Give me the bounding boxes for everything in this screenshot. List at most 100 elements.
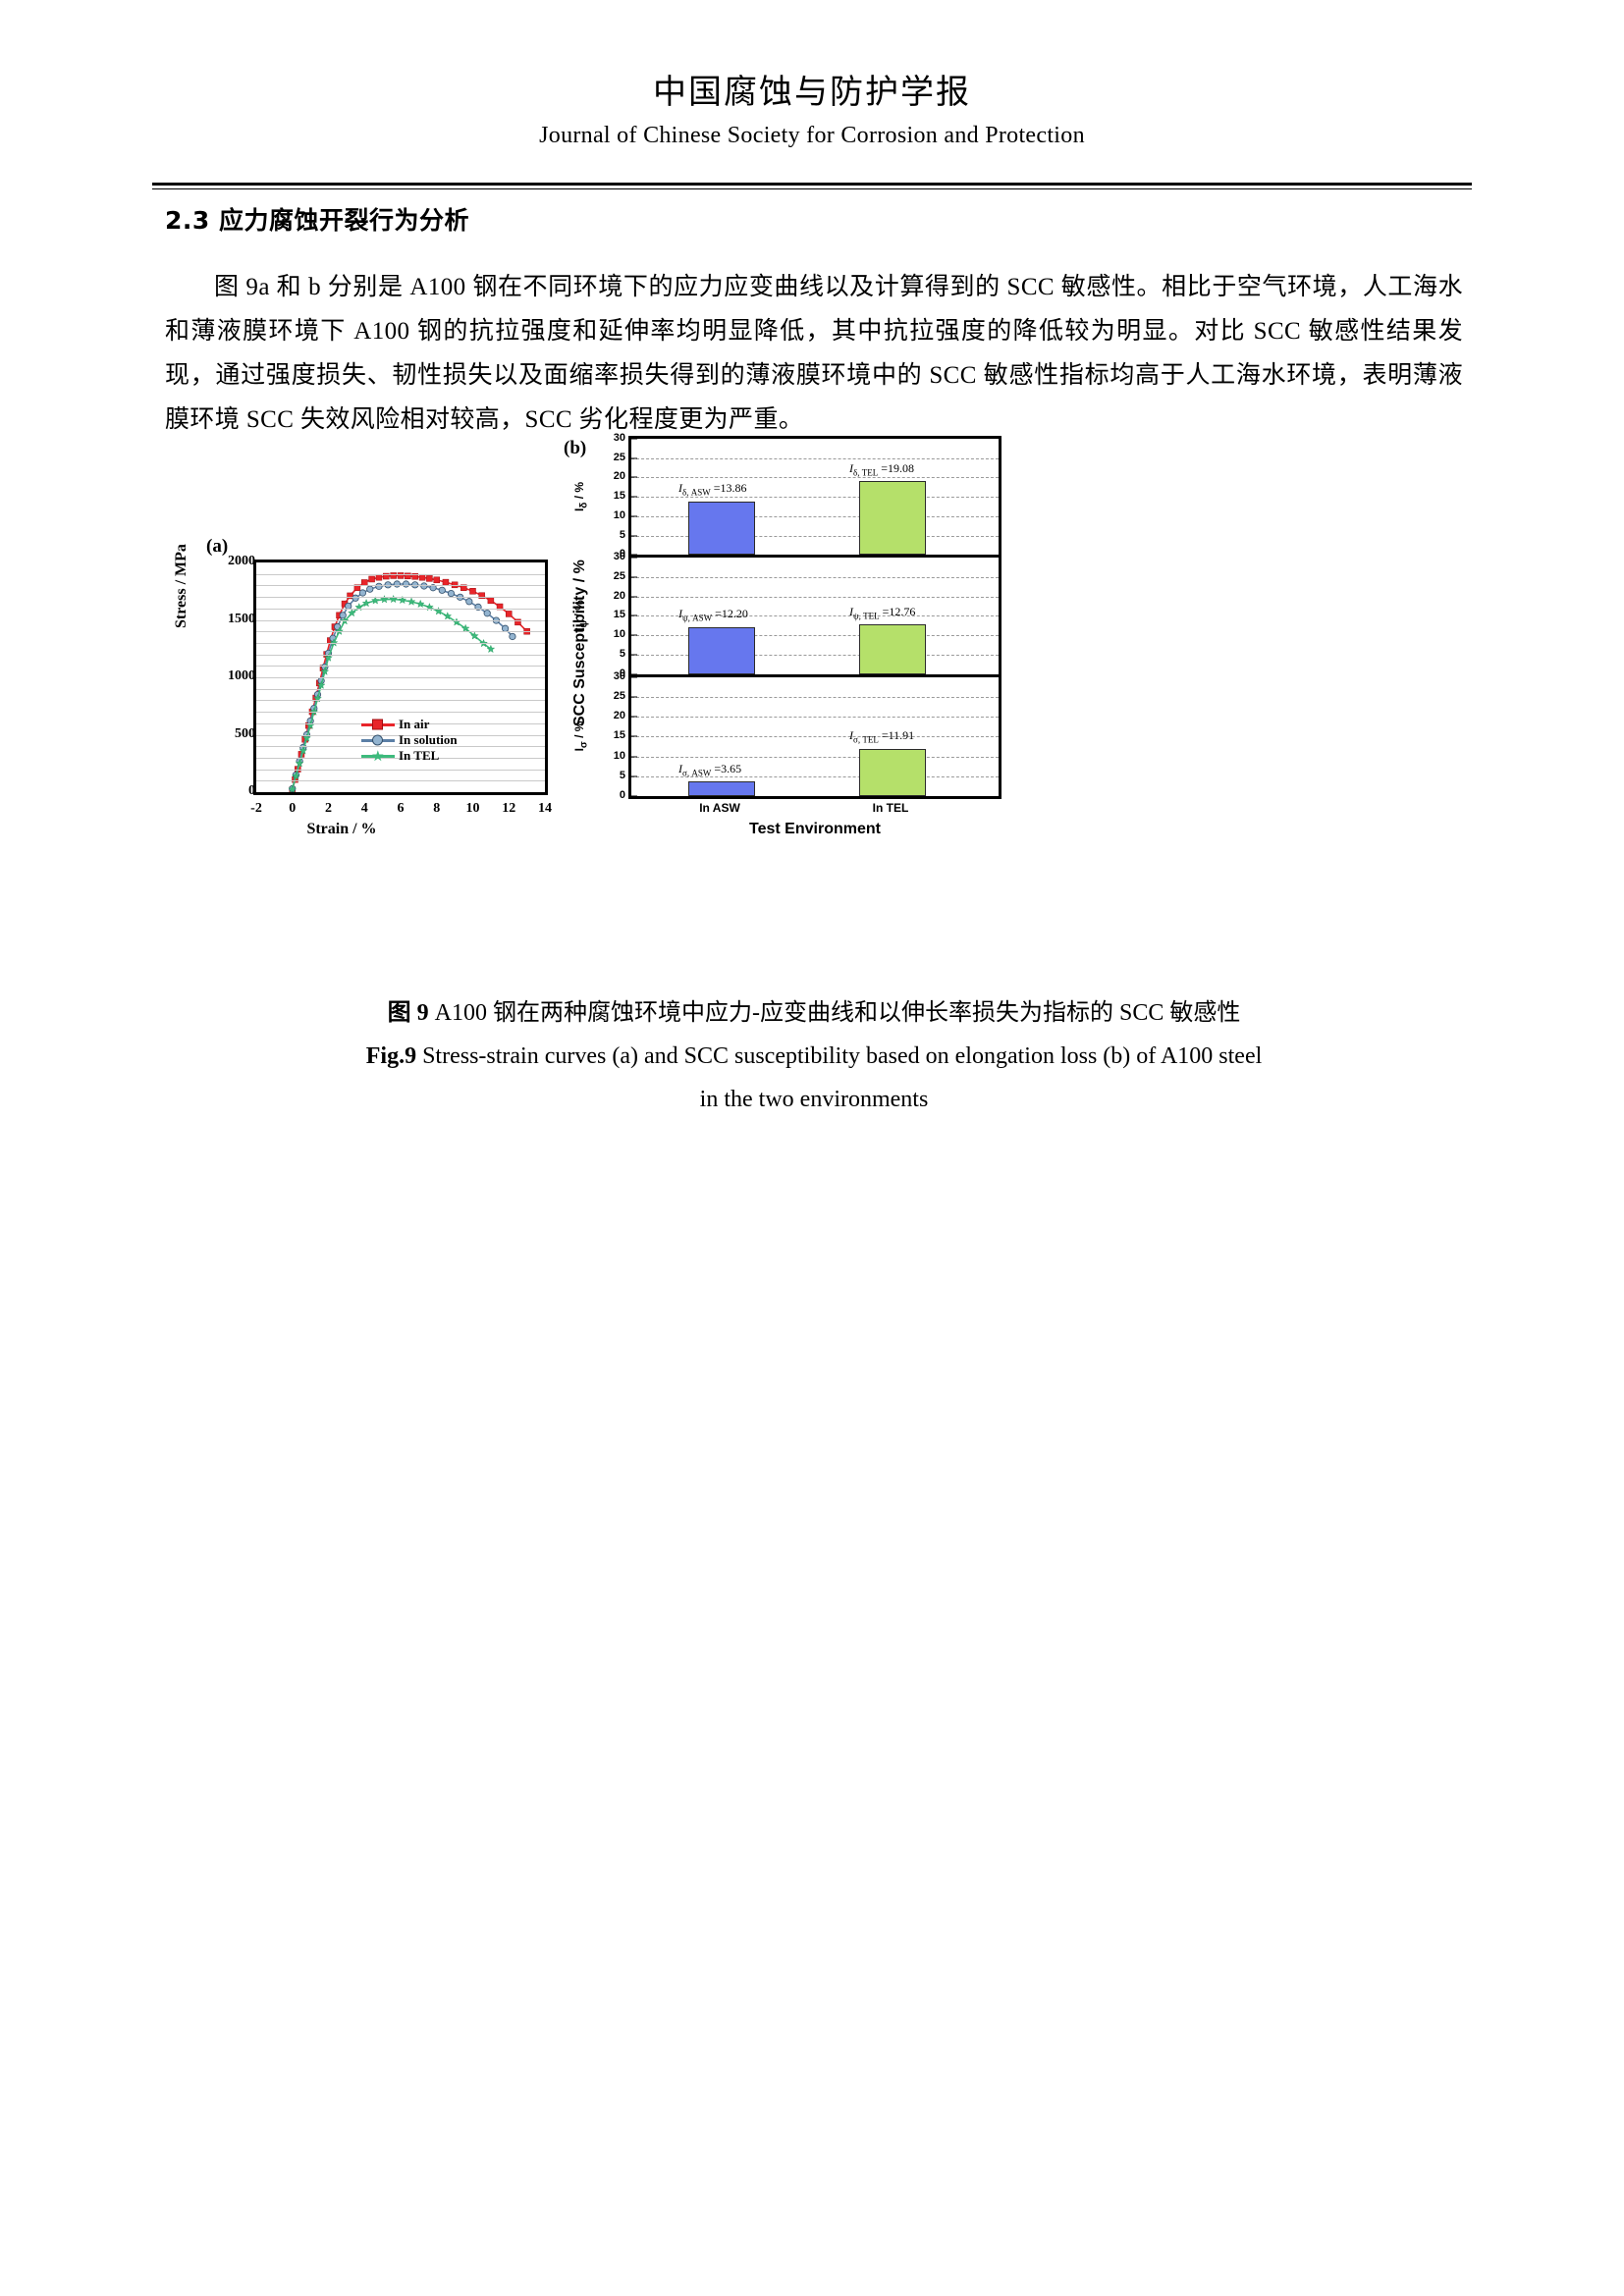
legend-marker-star-icon: ★ <box>372 748 384 764</box>
data-point <box>483 610 491 617</box>
data-point <box>426 575 433 582</box>
data-point <box>320 667 330 675</box>
gridline <box>631 457 999 459</box>
chart-panel-b: (b) SCC Susceptibility / % 0 5 10 15 20 25 30 I… <box>558 432 1019 844</box>
y-axis-tick-label: 20 <box>613 589 625 602</box>
legend-line-swatch <box>361 719 395 730</box>
data-point <box>348 608 356 617</box>
data-point <box>389 594 398 604</box>
gridline <box>631 756 999 758</box>
data-point <box>305 721 315 729</box>
figure-caption: 图 9 A100 钢在两种腐蚀环境中应力-应变曲线和以伸长率损失为指标的 SCC… <box>165 991 1463 1121</box>
data-point <box>368 575 375 583</box>
data-point <box>292 772 300 780</box>
x-axis-tick-label: 12 <box>502 801 516 816</box>
axis-tick-mark <box>631 596 637 598</box>
bar-tel-3 <box>859 748 926 796</box>
data-point <box>353 584 361 591</box>
axis-tick-mark <box>631 756 637 758</box>
scc-subpanel-3: 0 5 10 15 20 25 30 Iσ / % Iσ, ASW =3.65 Iσ, TEL =… <box>572 670 999 801</box>
axis-tick-mark <box>631 673 637 675</box>
data-point <box>415 599 425 609</box>
panel-a-ylabel: Stress / MPa <box>173 544 189 628</box>
legend-item: In air <box>361 717 458 732</box>
gridline <box>256 722 545 724</box>
gridline <box>631 497 999 499</box>
panel-b-tag: (b) <box>564 438 587 458</box>
x-axis-tick-label: 2 <box>325 801 332 816</box>
subpanel-ylabel: Iσ / % <box>572 721 590 752</box>
y-axis-tick-label: 1000 <box>228 668 255 683</box>
gridline <box>631 736 999 738</box>
axis-tick-mark <box>631 696 637 698</box>
axis-tick-mark <box>631 576 637 578</box>
data-point <box>288 784 298 792</box>
axis-tick-mark <box>631 634 637 636</box>
data-point <box>398 595 407 605</box>
data-point <box>478 592 485 599</box>
scc-subpanel-2: 0 5 10 15 20 25 30 Iψ / % Iψ, ASW =12.20 Iψ, TEL … <box>572 551 999 679</box>
data-point <box>438 586 446 594</box>
gridline <box>256 688 545 690</box>
data-point <box>295 759 304 768</box>
x-axis-tick-label: -2 <box>250 801 262 816</box>
bar-value-annotation: Iσ, ASW =3.65 <box>678 761 742 778</box>
axis-tick-mark <box>631 557 637 559</box>
data-point <box>361 598 371 608</box>
data-point <box>335 626 344 635</box>
data-point <box>358 589 367 597</box>
legend-label: In TEL <box>399 748 440 763</box>
caption-cn: 图 9 A100 钢在两种腐蚀环境中应力-应变曲线和以伸长率损失为指标的 SCC… <box>165 991 1463 1035</box>
data-point <box>452 617 461 626</box>
gridline <box>256 712 545 714</box>
gridline <box>256 746 545 748</box>
axis-tick-mark <box>631 735 637 737</box>
stress-strain-curves <box>288 572 530 792</box>
y-axis-tick-label: 500 <box>235 725 255 741</box>
data-point <box>397 572 405 579</box>
x-axis-tick-label: 0 <box>289 801 297 816</box>
data-point <box>384 581 392 589</box>
y-axis-tick-label: 30 <box>613 551 625 563</box>
data-point <box>366 585 374 593</box>
data-point <box>411 573 418 580</box>
gridline <box>631 515 999 517</box>
bar-asw-3 <box>688 781 755 796</box>
y-axis-tick-label: 15 <box>613 729 625 742</box>
gridline <box>631 577 999 579</box>
gridline <box>256 619 545 621</box>
legend-line-swatch <box>361 734 395 746</box>
caption-cn-prefix: 图 9 <box>387 1000 429 1026</box>
figure-9: (a) Stress / MPa 0 500 1000 1500 2000 -2 0 2 4 6… <box>165 432 1463 982</box>
body-paragraph: 图 9a 和 b 分别是 A100 钢在不同环境下的应力应变曲线以及计算得到的 … <box>165 265 1463 442</box>
gridline <box>631 635 999 637</box>
journal-title-en: Journal of Chinese Society for Corrosion… <box>539 122 1085 148</box>
data-point <box>298 746 308 755</box>
data-point <box>370 596 380 605</box>
gridline <box>256 734 545 736</box>
axis-tick-mark <box>631 614 637 616</box>
data-point <box>465 598 473 606</box>
legend-marker-square-icon <box>372 719 383 730</box>
panel-b-ylabel: SCC Susceptibility / % <box>571 560 588 726</box>
y-axis-tick-label: 0 <box>619 788 625 801</box>
x-axis-tick-label: 14 <box>538 801 552 816</box>
axis-tick-mark <box>631 676 637 678</box>
data-point <box>509 632 516 641</box>
y-axis-tick-label: 5 <box>619 528 625 541</box>
data-point <box>486 644 496 654</box>
bar-asw-2 <box>688 626 755 674</box>
gridline <box>256 654 545 656</box>
data-point <box>460 584 467 591</box>
data-point <box>451 581 459 589</box>
caption-en-prefix: Fig.9 <box>365 1043 417 1069</box>
legend-label: In solution <box>399 732 458 747</box>
y-axis-tick-label: 30 <box>613 432 625 444</box>
gridline <box>256 585 545 587</box>
gridline <box>631 696 999 698</box>
data-point <box>329 638 339 647</box>
gridline <box>631 477 999 479</box>
axis-tick-mark <box>631 457 637 459</box>
chart-panel-a: (a) Stress / MPa 0 500 1000 1500 2000 -2 0 2 4 6… <box>173 536 556 837</box>
x-axis-category-label: In TEL <box>872 801 909 815</box>
